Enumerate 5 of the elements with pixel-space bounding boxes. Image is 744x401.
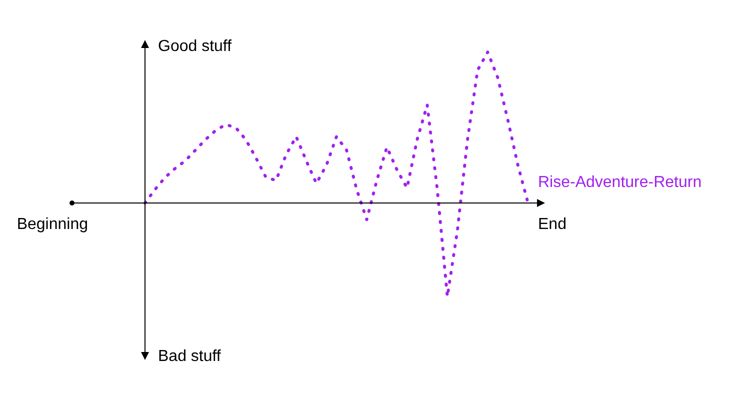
text: Bad stuff — [158, 348, 221, 366]
annotation: Good stuff — [158, 38, 232, 56]
series-label: Rise-Adventure-Return — [538, 174, 702, 192]
text: End — [538, 216, 566, 234]
text: Beginning — [16, 216, 88, 234]
